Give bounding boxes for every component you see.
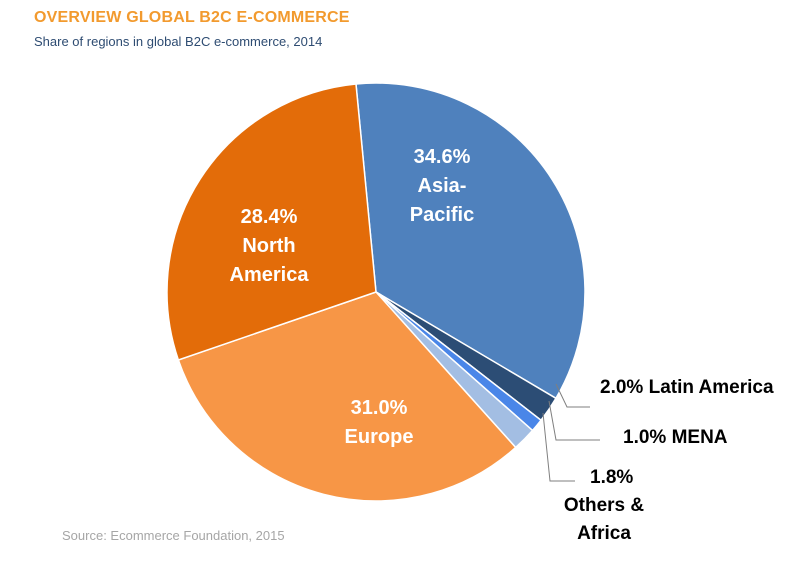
data-label-line: 34.6%: [414, 146, 471, 168]
data-label-line: America: [230, 264, 310, 286]
pie-slice-north-america: [166, 83, 377, 361]
data-label-line: 1.0% MENA: [623, 427, 728, 448]
data-label-line: 28.4%: [241, 206, 298, 228]
data-label-mena: 1.0% MENA: [623, 427, 728, 448]
data-label-europe: 31.0% Europe: [345, 397, 414, 448]
pie-slice-asia-pacific: [355, 82, 586, 400]
data-label-latin-america: 2.0% Latin America: [600, 377, 774, 398]
data-label-line: Africa: [577, 523, 631, 544]
chart-subtitle: Share of regions in global B2C e-commerc…: [34, 34, 323, 49]
data-label-line: 2.0% Latin America: [600, 377, 774, 398]
data-label-line: 31.0%: [351, 397, 408, 419]
data-label-asia-pacific: 34.6% Asia- Pacific: [410, 146, 474, 226]
pie-slice-europe: [177, 291, 517, 502]
data-label-others-africa: 1.8% Others & Africa: [564, 467, 645, 544]
data-label-line: Asia-: [418, 175, 467, 197]
data-label-line: Europe: [345, 426, 414, 448]
chart-title: OVERVIEW GLOBAL B2C E-COMMERCE: [34, 9, 350, 26]
data-label-north-america: 28.4% North America: [230, 206, 310, 286]
source-note: Source: Ecommerce Foundation, 2015: [62, 528, 285, 543]
leader-line-others-africa: [542, 412, 575, 482]
leader-lines: [542, 383, 600, 482]
data-label-line: Others &: [564, 495, 645, 516]
leader-line-mena: [548, 400, 600, 441]
data-label-line: Pacific: [410, 204, 474, 226]
pie-slices: [166, 82, 586, 502]
leader-line-latin-america: [555, 383, 590, 408]
data-label-line: North: [242, 235, 295, 257]
data-labels: 34.6% Asia- Pacific 2.0% Latin America 1.0% …: [230, 146, 774, 544]
data-label-line: 1.8%: [590, 467, 633, 488]
